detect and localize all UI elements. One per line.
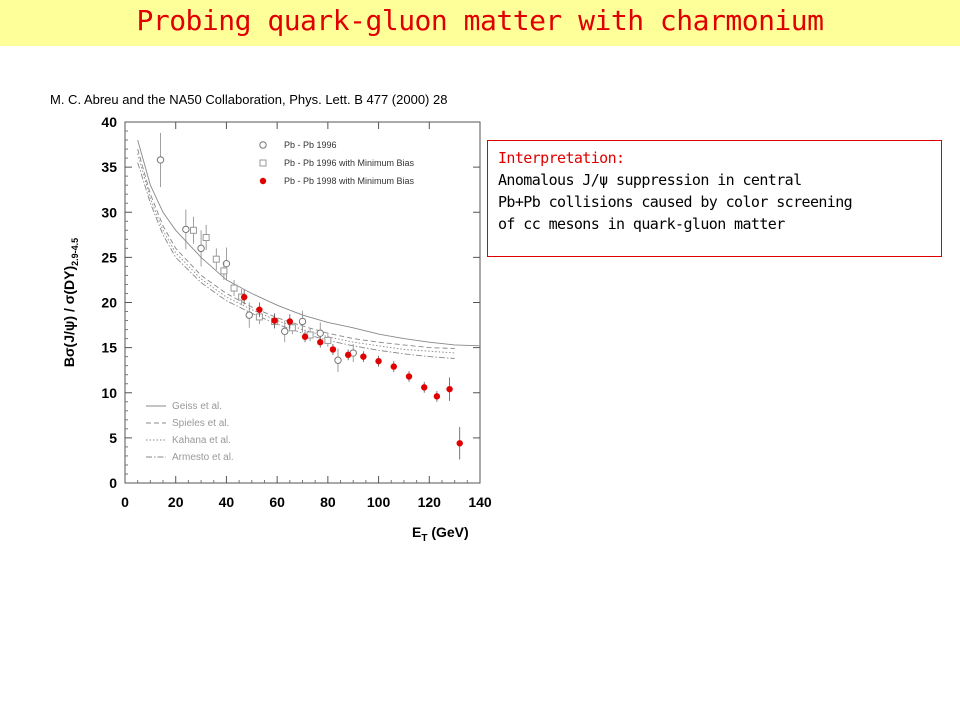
model-legend-label-0: Geiss et al. [172, 401, 222, 412]
data-point-1996 [222, 259, 231, 268]
data-point-1998-mb [375, 357, 382, 365]
data-point-1998-mb [456, 440, 463, 447]
y-axis-label: Bσ(J/ψ) / σ(DY)2.9-4.5 [61, 238, 80, 367]
data-point-1996 [156, 156, 165, 164]
data-point-1996 [182, 225, 190, 234]
legend-marker-1 [259, 159, 267, 167]
x-tick-label: 100 [367, 494, 391, 510]
legend-marker-0 [259, 141, 267, 149]
y-tick-label: 25 [101, 249, 117, 265]
data-point-1998-mb [240, 293, 248, 301]
data-point-1996-mb [324, 336, 332, 344]
model-curve-3 [137, 162, 455, 359]
data-point-1996-mb [189, 226, 197, 234]
data-point-1996 [316, 329, 324, 337]
x-tick-label: 80 [320, 494, 336, 510]
y-tick-label: 40 [101, 114, 117, 130]
data-point-1998-mb [446, 385, 453, 393]
data-point-1996-mb [202, 234, 210, 242]
model-legend-label-1: Spieles et al. [172, 418, 229, 429]
data-point-1998-mb [286, 318, 294, 325]
model-legend-label-2: Kahana et al. [172, 435, 231, 446]
x-tick-label: 20 [168, 494, 184, 510]
x-tick-label: 140 [468, 494, 492, 510]
model-curve-0 [137, 139, 481, 347]
x-tick-label: 0 [121, 494, 129, 510]
x-tick-label: 60 [269, 494, 285, 510]
data-point-1998-mb [390, 363, 397, 370]
chart-plot-area: 0 20 40 60 80 100 120 140 0 5 10 15 20 25 30 35 40 ET (Ge… [61, 114, 492, 544]
y-tick-label: 20 [101, 295, 117, 311]
data-point-1998-mb [405, 373, 413, 380]
data-point-1998-mb [344, 351, 352, 359]
data-point-1998-mb [317, 339, 324, 346]
data-point-1996-mb [220, 267, 228, 275]
interpretation-line-2: Pb+Pb collisions caused by color screeni… [498, 193, 853, 211]
data-point-1998-mb [256, 306, 263, 313]
data-point-1996 [245, 311, 253, 319]
citation: M. C. Abreu and the NA50 Collaboration, … [50, 92, 448, 107]
x-tick-label: 40 [219, 494, 235, 510]
data-point-1998-mb [360, 353, 367, 360]
interpretation-line-1: Anomalous J/ψ suppression in central [498, 171, 802, 189]
data-point-1998-mb [329, 346, 337, 353]
y-tick-label: 15 [101, 340, 117, 356]
data-point-1996-mb [212, 255, 220, 263]
data-point-1996-mb [288, 324, 296, 332]
model-curve-1 [137, 148, 455, 349]
title-bar [0, 0, 960, 46]
x-axis-label: ET (GeV) [412, 524, 469, 544]
y-tick-label: 5 [109, 430, 117, 446]
interpretation-line-3: of cc mesons in quark-gluon matter [498, 215, 785, 233]
legend-label-0: Pb - Pb 1996 [284, 140, 337, 150]
data-point-1996 [197, 244, 205, 253]
data-point-1996 [298, 317, 307, 326]
data-point-1996-mb [230, 284, 238, 292]
data-point-1998-mb [301, 333, 309, 340]
legend-marker-2 [259, 177, 267, 185]
legend-label-2: Pb - Pb 1998 with Minimum Bias [284, 176, 415, 186]
interpretation-box: Interpretation: Anomalous J/ψ suppressio… [487, 140, 942, 257]
data-point-1998-mb [421, 384, 428, 391]
y-tick-label: 35 [101, 159, 117, 175]
y-tick-label: 10 [101, 385, 117, 401]
data-point-1998-mb [433, 393, 441, 400]
y-tick-label: 30 [101, 204, 117, 220]
model-legend-label-3: Armesto et al. [172, 452, 234, 463]
interpretation-heading: Interpretation: [498, 149, 625, 167]
page-title: Probing quark-gluon matter with charmoni… [136, 4, 824, 37]
legend-label-1: Pb - Pb 1996 with Minimum Bias [284, 158, 415, 168]
y-tick-label: 0 [109, 475, 117, 491]
data-point-1996 [334, 356, 342, 364]
data-point-1998-mb [271, 317, 278, 324]
data-point-1996 [281, 327, 289, 336]
x-tick-label: 120 [418, 494, 442, 510]
